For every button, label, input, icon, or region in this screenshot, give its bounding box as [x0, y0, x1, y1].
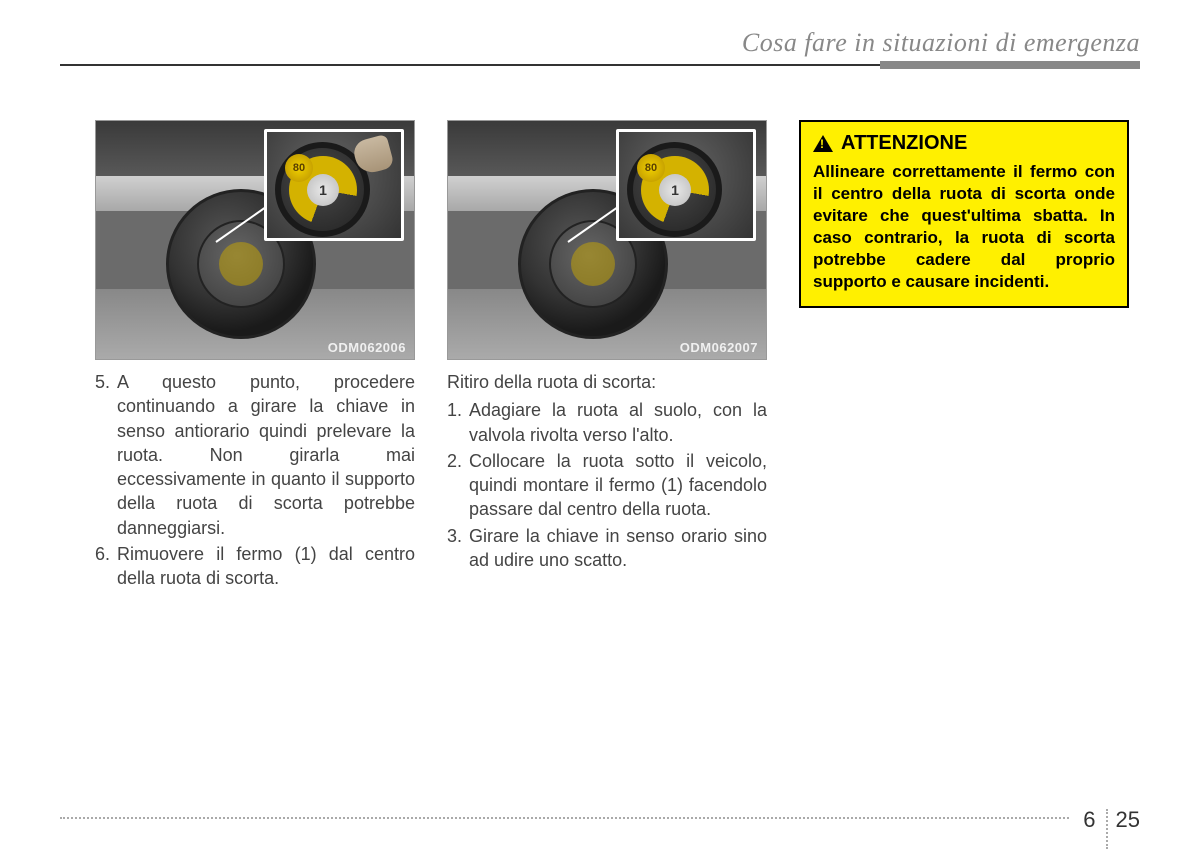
list-item: 1. Adagiare la ruota al suolo, con la va… [447, 398, 767, 447]
item-text: Adagiare la ruota al suolo, con la valvo… [469, 398, 767, 447]
page-number: 6 25 [1071, 809, 1140, 849]
warning-title-text: ATTENZIONE [841, 132, 967, 155]
callout-1: 1 [659, 174, 691, 206]
intro-text: Ritiro della ruota di scorta: [447, 370, 767, 394]
column-2: 80 1 ODM062007 Ritiro della ruota di sco… [447, 120, 767, 593]
column-1: 80 1 ODM062006 5. A questo punto, proced… [95, 120, 415, 593]
figure-1-inset: 80 1 [264, 129, 404, 241]
figure-2-inset: 80 1 [616, 129, 756, 241]
item-number: 3. [447, 524, 469, 573]
pressure-badge: 80 [285, 154, 313, 182]
warning-body: Allineare correttamente il fermo con il … [813, 161, 1115, 294]
pressure-badge: 80 [637, 154, 665, 182]
item-number: 1. [447, 398, 469, 447]
figure-2-code: ODM062007 [680, 340, 758, 355]
list-item: 5. A questo punto, procedere continuando… [95, 370, 415, 540]
item-text: Girare la chiave in senso orario sino ad… [469, 524, 767, 573]
list-item: 6. Rimuovere il fermo (1) dal centro del… [95, 542, 415, 591]
page-header: Cosa fare in situazioni di emergenza [60, 28, 1140, 66]
warning-title: ATTENZIONE [813, 132, 1115, 155]
figure-1: 80 1 ODM062006 [95, 120, 415, 360]
item-number: 6. [95, 542, 117, 591]
item-text: Collocare la ruota sotto il veicolo, qui… [469, 449, 767, 522]
item-text: Rimuovere il fermo (1) dal centro della … [117, 542, 415, 591]
header-rule [60, 64, 1140, 66]
column-1-text: 5. A questo punto, procedere continuando… [95, 370, 415, 591]
page-number-value: 25 [1108, 809, 1140, 849]
callout-1: 1 [307, 174, 339, 206]
warning-icon [813, 135, 833, 152]
content-area: 80 1 ODM062006 5. A questo punto, proced… [95, 120, 1140, 593]
footer-rule [60, 817, 1140, 819]
warning-box: ATTENZIONE Allineare correttamente il fe… [799, 120, 1129, 308]
page-footer: 6 25 [60, 817, 1140, 819]
chapter-number: 6 [1083, 809, 1107, 849]
list-item: 2. Collocare la ruota sotto il veicolo, … [447, 449, 767, 522]
item-text: A questo punto, procedere continuando a … [117, 370, 415, 540]
figure-2: 80 1 ODM062007 [447, 120, 767, 360]
item-number: 2. [447, 449, 469, 522]
list-item: 3. Girare la chiave in senso orario sino… [447, 524, 767, 573]
column-2-text: Ritiro della ruota di scorta: 1. Adagiar… [447, 370, 767, 572]
figure-1-code: ODM062006 [328, 340, 406, 355]
item-number: 5. [95, 370, 117, 540]
section-title: Cosa fare in situazioni di emergenza [60, 28, 1140, 58]
column-3: ATTENZIONE Allineare correttamente il fe… [799, 120, 1129, 593]
